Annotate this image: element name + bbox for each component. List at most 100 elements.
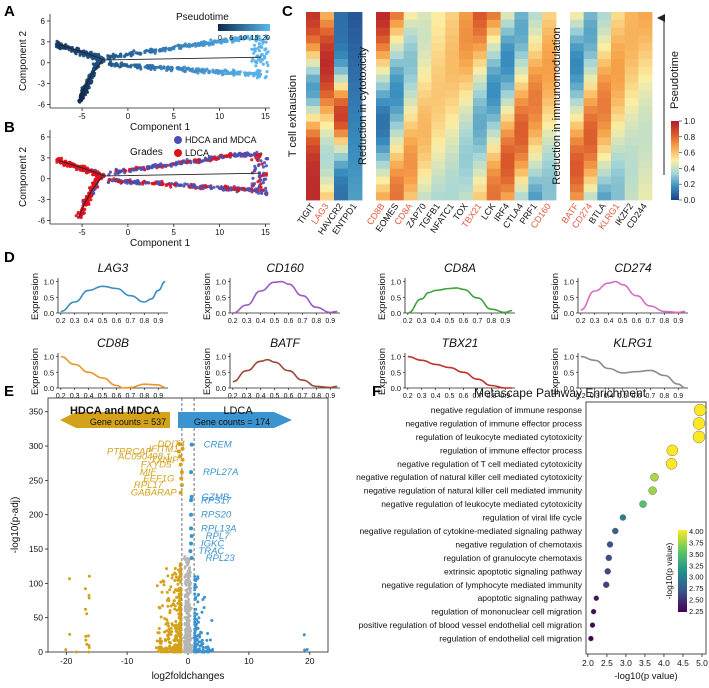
heatmap-cell [486, 153, 502, 162]
heatmap-cell [570, 176, 585, 185]
heatmap-cell [486, 106, 502, 115]
gene-label: IGKC [201, 539, 224, 550]
y-tick-label: 0.0 [44, 384, 54, 393]
heatmap-cell [320, 160, 335, 170]
heatmap-cell [486, 129, 502, 138]
heatmap-cell [306, 153, 321, 162]
cell-point [56, 43, 60, 47]
y-axis-title: Expression [202, 273, 213, 320]
heatmap-cell [459, 106, 474, 115]
gene-point [178, 574, 182, 578]
heatmap-cell [445, 106, 460, 115]
labelled-gene-point [189, 494, 194, 499]
heatmap-cell [320, 35, 335, 44]
gene-point [176, 639, 180, 643]
gene-point [171, 573, 175, 577]
expression-curve [580, 355, 686, 389]
heatmap-cell [583, 145, 598, 154]
heatmap-cell [570, 184, 585, 193]
y-tick-label: 250 [29, 475, 43, 485]
heatmap-cell [583, 98, 598, 107]
cell-point [136, 51, 140, 55]
heatmap-cell [542, 168, 557, 177]
heatmap-cell [389, 43, 405, 52]
cell-point [148, 63, 152, 67]
heatmap-cell [472, 51, 488, 60]
cell-point [125, 53, 129, 57]
heatmap-cell [431, 90, 446, 99]
cell-point [74, 214, 78, 218]
y-tick-label: 0.5 [391, 293, 401, 302]
heatmap-cell [472, 82, 488, 91]
gene-point [206, 648, 210, 652]
heatmap-cell [514, 137, 529, 146]
heatmap-cell [528, 59, 543, 68]
heatmap-cell [320, 12, 335, 21]
gene-point [197, 633, 201, 637]
heatmap-cell [500, 145, 515, 154]
heatmap-cell [597, 90, 612, 99]
heatmap-cell [611, 90, 626, 99]
gene-point [158, 645, 162, 649]
heatmap-cell [472, 137, 488, 146]
heatmap-cell [597, 129, 612, 138]
heatmap-cell [320, 113, 335, 123]
gene-label: GZMB [202, 492, 230, 503]
cell-point [266, 63, 270, 68]
cell-point [191, 184, 195, 189]
heatmap-cell [597, 98, 612, 107]
labelled-gene-point [189, 498, 194, 503]
gene-point [187, 597, 191, 601]
gene-point [210, 619, 214, 622]
heatmap-cell [389, 74, 405, 83]
cell-point [230, 40, 235, 44]
gene-point [167, 624, 170, 628]
gene-point [183, 628, 187, 632]
pathway-point [666, 444, 678, 457]
gene-point [171, 650, 175, 654]
heatmap-cell [500, 90, 515, 99]
heatmap-cell [445, 51, 460, 60]
heatmap-cell [417, 82, 432, 91]
heatmap-cell [638, 168, 653, 177]
gene-point [83, 587, 87, 591]
cell-point [256, 46, 260, 51]
heatmap-cell [431, 43, 446, 52]
cell-point [124, 169, 128, 173]
heatmap-cell [306, 43, 321, 52]
heatmap-cell [403, 160, 418, 170]
heatmap-cell [376, 27, 391, 36]
heatmap-cell [486, 90, 502, 99]
heatmap-cell [611, 51, 626, 60]
heatmap-cell [583, 27, 598, 36]
heatmap-cell [389, 137, 405, 146]
heatmap-cell [583, 66, 598, 76]
gene-point [183, 608, 187, 612]
heatmap-cell [542, 90, 557, 99]
x-tick-label: 15 [261, 112, 270, 121]
cell-point [253, 47, 257, 51]
cell-point [232, 187, 236, 192]
cell-point [85, 166, 90, 170]
x-tick-label: 5 [172, 112, 177, 121]
x-tick-label: 0.2 [403, 393, 413, 400]
heatmap-cell [403, 184, 418, 193]
cell-point [222, 154, 226, 158]
heatmap-cell [611, 43, 626, 52]
heatmap-cell [376, 121, 391, 130]
cell-point [264, 186, 268, 190]
heatmap-cell [431, 106, 446, 115]
y-tick-label: 0.0 [564, 309, 574, 318]
x-tick-label: 0.3 [417, 318, 427, 325]
cell-point [153, 162, 157, 167]
gene-point [193, 633, 197, 637]
x-tick-label: 10 [215, 112, 224, 121]
cell-point [122, 62, 127, 66]
gene-point [170, 576, 174, 580]
heatmap-cell [514, 168, 529, 177]
gene-point [168, 609, 172, 612]
cell-point [213, 39, 217, 43]
gene-point [158, 639, 162, 643]
heatmap-cell [334, 153, 349, 162]
gene-point [156, 650, 160, 653]
